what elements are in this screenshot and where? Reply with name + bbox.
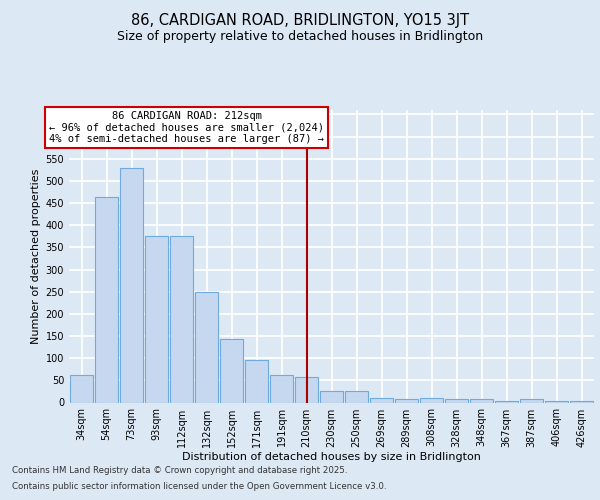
Bar — [320, 390, 343, 402]
Text: 86 CARDIGAN ROAD: 212sqm
← 96% of detached houses are smaller (2,024)
4% of semi: 86 CARDIGAN ROAD: 212sqm ← 96% of detach… — [49, 111, 324, 144]
Bar — [95, 198, 118, 402]
Bar — [220, 339, 243, 402]
X-axis label: Distribution of detached houses by size in Bridlington: Distribution of detached houses by size … — [182, 452, 481, 462]
Text: Contains public sector information licensed under the Open Government Licence v3: Contains public sector information licen… — [12, 482, 386, 491]
Bar — [570, 401, 593, 402]
Bar — [145, 236, 168, 402]
Bar — [195, 292, 218, 403]
Bar — [170, 236, 193, 402]
Bar — [270, 374, 293, 402]
Bar — [345, 390, 368, 402]
Bar — [120, 168, 143, 402]
Y-axis label: Number of detached properties: Number of detached properties — [31, 168, 41, 344]
Bar — [70, 374, 93, 402]
Bar — [420, 398, 443, 402]
Bar — [495, 400, 518, 402]
Bar — [545, 400, 568, 402]
Bar — [370, 398, 393, 402]
Bar — [395, 399, 418, 402]
Text: Size of property relative to detached houses in Bridlington: Size of property relative to detached ho… — [117, 30, 483, 43]
Text: 86, CARDIGAN ROAD, BRIDLINGTON, YO15 3JT: 86, CARDIGAN ROAD, BRIDLINGTON, YO15 3JT — [131, 12, 469, 28]
Bar — [445, 400, 468, 402]
Bar — [520, 400, 543, 402]
Text: Contains HM Land Registry data © Crown copyright and database right 2025.: Contains HM Land Registry data © Crown c… — [12, 466, 347, 475]
Bar — [470, 400, 493, 402]
Bar — [295, 377, 318, 402]
Bar — [245, 360, 268, 403]
